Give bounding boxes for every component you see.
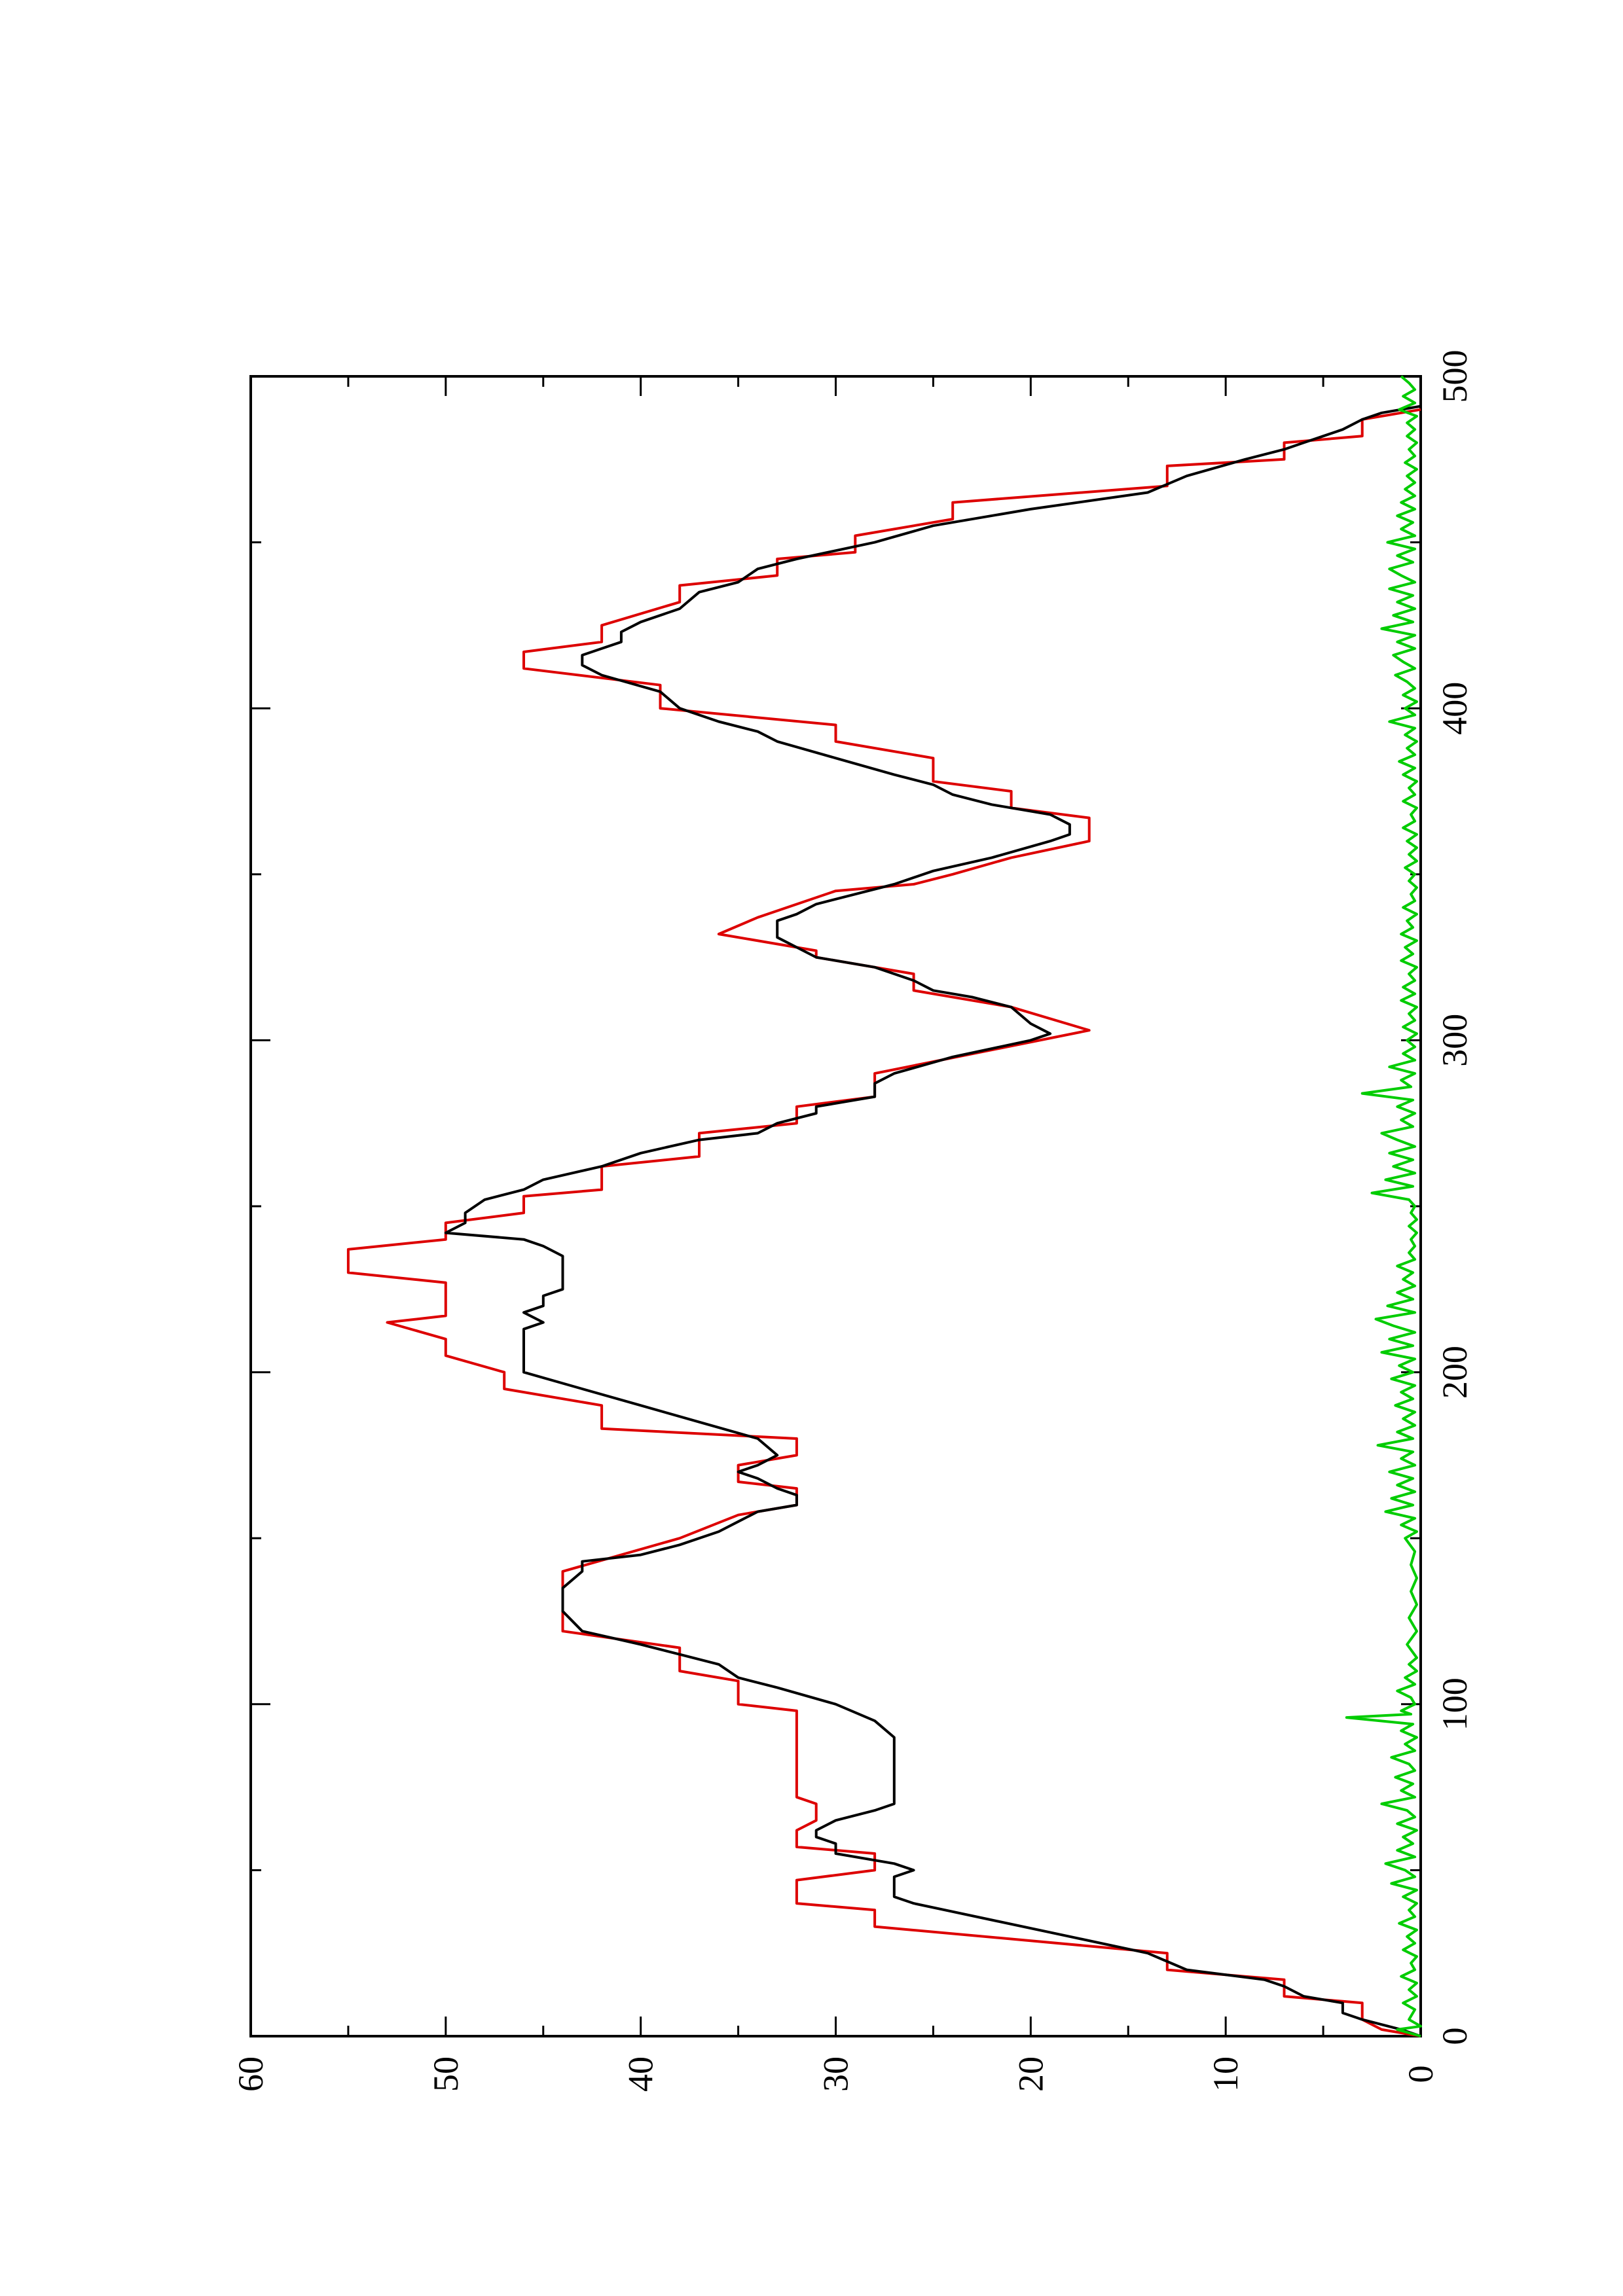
y-tick-label: 10 [1206, 2056, 1245, 2092]
y-tick-label: 60 [231, 2056, 270, 2092]
x-tick-label: 0 [1435, 2028, 1474, 2045]
series-red-line [346, 408, 1421, 2037]
series-green-line [1345, 375, 1422, 2037]
y-tick-label: 0 [1401, 2066, 1440, 2083]
plot-frame [249, 375, 1422, 2037]
x-tick-label: 300 [1435, 1014, 1474, 1067]
series-lines [346, 375, 1422, 2037]
y-tick-label: 20 [1011, 2056, 1050, 2092]
tick-labels: 0 100 200 300 400 500 0 10 20 30 40 50 60 [231, 350, 1474, 2092]
x-tick-label: 200 [1435, 1346, 1474, 1399]
x-tick-label: 400 [1435, 682, 1474, 735]
y-tick-label: 50 [426, 2056, 465, 2092]
axis-ticks [249, 375, 1422, 2037]
x-tick-label: 500 [1435, 350, 1474, 403]
x-tick-label: 100 [1435, 1677, 1474, 1731]
y-tick-label: 40 [621, 2056, 661, 2092]
series-black-line [444, 404, 1421, 2037]
y-tick-label: 30 [816, 2056, 856, 2092]
